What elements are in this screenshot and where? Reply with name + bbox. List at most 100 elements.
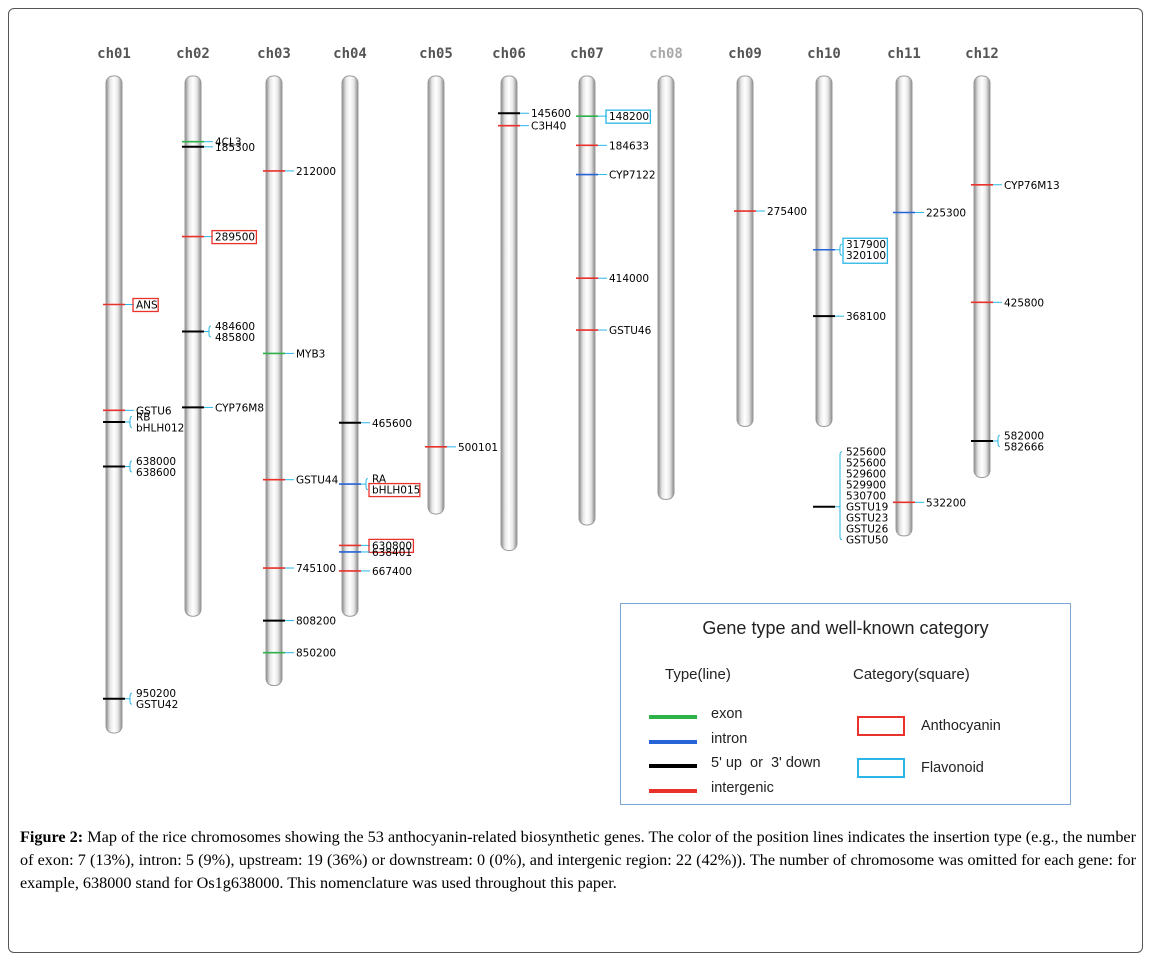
gene-label: 184633 xyxy=(609,140,649,152)
gene-label: C3H40 xyxy=(531,121,566,133)
gene-label: RB xyxy=(136,412,151,424)
gene-bracket xyxy=(835,451,843,541)
gene-label: 320100 xyxy=(846,250,886,262)
category-box xyxy=(211,229,258,245)
chromosome-body xyxy=(973,75,991,478)
gene-label: 500101 xyxy=(458,442,498,454)
gene-label: 414000 xyxy=(609,273,649,285)
legend-anthocyanin-swatch xyxy=(857,716,905,736)
chromosome-body xyxy=(578,75,596,526)
gene-label: 950200 xyxy=(136,688,176,700)
legend-exon-swatch xyxy=(649,715,697,719)
gene-label: GSTU23 xyxy=(846,513,888,525)
gene-label: 582666 xyxy=(1004,442,1044,454)
gene-bracket xyxy=(125,460,133,473)
category-box xyxy=(132,297,159,313)
chromosome-ch08: ch08 xyxy=(649,46,683,500)
chromosome-body xyxy=(500,75,518,551)
gene-label: 745100 xyxy=(296,563,336,575)
chromosome-body xyxy=(184,75,202,617)
gene-bracket xyxy=(835,243,843,256)
gene-label: 289500 xyxy=(215,232,255,244)
gene-label: CYP7122 xyxy=(609,170,656,182)
gene-label: 525600 xyxy=(846,458,886,470)
chromosome-ch09: ch09 275400 xyxy=(728,46,807,427)
gene-label: GSTU50 xyxy=(846,535,888,547)
chromosome-body xyxy=(657,75,675,500)
gene-label: bHLH012 xyxy=(136,423,184,435)
gene-label: CYP76M8 xyxy=(215,402,264,414)
gene-bracket xyxy=(361,478,369,491)
gene-label: 525600 xyxy=(846,447,886,459)
legend-intron-label: intron xyxy=(711,731,748,747)
chromosome-body xyxy=(265,75,283,687)
gene-label: 212000 xyxy=(296,166,336,178)
chromosome-label: ch10 xyxy=(807,46,841,62)
chromosome-body xyxy=(895,75,913,537)
gene-label: ANS xyxy=(136,299,158,311)
chromosome-label: ch07 xyxy=(570,46,604,62)
gene-bracket xyxy=(125,416,133,429)
legend-intergenic-label: intergenic xyxy=(711,780,774,796)
gene-label: bHLH015 xyxy=(372,485,420,497)
gene-label: GSTU46 xyxy=(609,325,652,337)
gene-label: MYB3 xyxy=(296,348,325,360)
legend-intergenic-swatch xyxy=(649,789,697,793)
chromosome-body xyxy=(815,75,833,427)
chromosome-ch10: ch10317900320100368100525600525600529600… xyxy=(807,46,888,547)
legend-category-heading: Category(square) xyxy=(853,666,970,683)
legend-updown-label: 5' up or 3' down xyxy=(711,755,821,771)
chromosome-body xyxy=(427,75,445,515)
legend-anthocyanin-label: Anthocyanin xyxy=(921,718,1001,734)
gene-label: GSTU26 xyxy=(846,524,889,536)
gene-label: 850200 xyxy=(296,648,336,660)
legend-updown-swatch xyxy=(649,764,697,768)
chromosome-label: ch12 xyxy=(965,46,999,62)
chromosome-label: ch08 xyxy=(649,46,683,62)
chromosome-ch05: ch05 500101 xyxy=(419,46,498,515)
chromosome-label: ch05 xyxy=(419,46,453,62)
gene-label: 532200 xyxy=(926,497,966,509)
gene-bracket xyxy=(993,435,1001,447)
gene-label: 529900 xyxy=(846,480,886,492)
chromosome-map: ch01ANSGSTU6RBbHLH012638000638600950200G… xyxy=(97,46,1060,734)
chromosome-label: ch11 xyxy=(887,46,921,62)
category-box xyxy=(605,109,652,124)
chromosome-label: ch01 xyxy=(97,46,131,62)
gene-label: RA xyxy=(372,474,387,486)
gene-label: 638401 xyxy=(372,547,412,559)
chromosome-ch03: ch03 212000 MYB3 GSTU44 745100 808200 850200 xyxy=(257,46,339,687)
category-box xyxy=(842,237,889,264)
caption-text: Map of the rice chromosomes showing the … xyxy=(20,828,1137,892)
gene-label: 425800 xyxy=(1004,297,1044,309)
gene-label: 638000 xyxy=(136,456,176,468)
legend-type-heading: Type(line) xyxy=(665,666,731,683)
gene-label: 808200 xyxy=(296,616,336,628)
gene-bracket xyxy=(125,692,133,705)
gene-label: 630800 xyxy=(372,540,412,552)
gene-label: GSTU44 xyxy=(296,475,339,487)
gene-label: 225300 xyxy=(926,208,966,220)
legend-exon-label: exon xyxy=(711,706,743,722)
gene-label: 148200 xyxy=(609,111,649,123)
chromosome-label: ch03 xyxy=(257,46,291,62)
gene-label: 368100 xyxy=(846,311,886,323)
figure-caption: Figure 2: Map of the rice chromosomes sh… xyxy=(20,826,1136,895)
gene-label: 582000 xyxy=(1004,431,1044,443)
gene-label: 667400 xyxy=(372,566,412,578)
gene-label: 4CL3 xyxy=(215,137,242,149)
chromosome-body xyxy=(105,75,123,734)
legend-flavonoid-label: Flavonoid xyxy=(921,760,984,776)
legend-intron-swatch xyxy=(649,740,697,744)
gene-label: GSTU6 xyxy=(136,405,172,417)
chromosome-ch11: ch11 225300 532200 xyxy=(887,46,966,537)
legend-flavonoid-swatch xyxy=(857,758,905,778)
caption-lead: Figure 2: xyxy=(20,828,84,846)
legend-title: Gene type and well-known category xyxy=(702,618,989,638)
gene-label: 185300 xyxy=(215,142,255,154)
gene-label: 529600 xyxy=(846,469,886,481)
